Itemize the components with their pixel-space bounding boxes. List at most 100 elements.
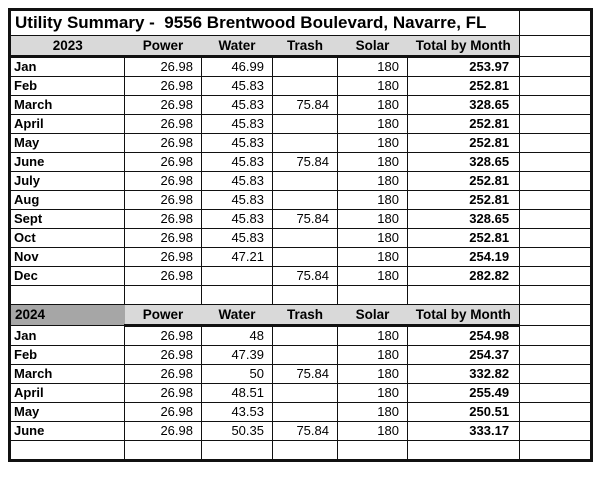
cell-solar[interactable]: 180 <box>337 364 408 384</box>
cell-power[interactable]: 26.98 <box>124 383 202 403</box>
cell-solar[interactable]: 180 <box>337 190 408 210</box>
cell-month[interactable]: March <box>9 95 125 115</box>
empty-cell[interactable] <box>519 228 593 248</box>
cell-power[interactable]: 26.98 <box>124 247 202 267</box>
empty-cell[interactable] <box>519 190 593 210</box>
cell-total[interactable]: 255.49 <box>406 383 521 403</box>
cell-water[interactable]: 45.83 <box>201 190 273 210</box>
cell-trash[interactable] <box>272 171 338 191</box>
col-header-trash[interactable]: Trash <box>272 35 338 58</box>
cell-solar[interactable]: 180 <box>337 266 408 286</box>
cell-total[interactable]: 250.51 <box>406 402 521 422</box>
empty-cell[interactable] <box>519 152 593 172</box>
cell-month[interactable]: Sept <box>9 209 125 229</box>
cell-solar[interactable]: 180 <box>337 95 408 115</box>
cell-trash[interactable] <box>272 114 338 134</box>
cell-total[interactable]: 254.98 <box>406 325 521 346</box>
cell-total[interactable]: 252.81 <box>406 171 521 191</box>
empty-cell[interactable] <box>9 440 125 461</box>
empty-cell[interactable] <box>406 440 521 461</box>
empty-cell[interactable] <box>519 9 593 36</box>
cell-month[interactable]: April <box>9 114 125 134</box>
empty-cell[interactable] <box>519 440 593 461</box>
cell-power[interactable]: 26.98 <box>124 228 202 248</box>
cell-power[interactable]: 26.98 <box>124 402 202 422</box>
cell-power[interactable]: 26.98 <box>124 190 202 210</box>
cell-total[interactable]: 332.82 <box>406 364 521 384</box>
cell-power[interactable]: 26.98 <box>124 152 202 172</box>
empty-cell[interactable] <box>519 76 593 96</box>
cell-water[interactable]: 45.83 <box>201 114 273 134</box>
empty-cell[interactable] <box>124 285 202 305</box>
cell-solar[interactable]: 180 <box>337 325 408 346</box>
empty-cell[interactable] <box>519 35 593 57</box>
cell-solar[interactable]: 180 <box>337 152 408 172</box>
cell-month[interactable]: Jan <box>9 56 125 77</box>
empty-cell[interactable] <box>201 285 273 305</box>
cell-month[interactable]: Nov <box>9 247 125 267</box>
cell-solar[interactable]: 180 <box>337 402 408 422</box>
cell-month[interactable]: Jan <box>9 325 125 346</box>
col-header-water[interactable]: Water <box>201 35 273 58</box>
cell-month[interactable]: Feb <box>9 76 125 96</box>
empty-cell[interactable] <box>406 285 521 305</box>
cell-total[interactable]: 333.17 <box>406 421 521 441</box>
empty-cell[interactable] <box>519 114 593 134</box>
cell-month[interactable]: Oct <box>9 228 125 248</box>
cell-trash[interactable] <box>272 190 338 210</box>
cell-trash[interactable] <box>272 133 338 153</box>
cell-power[interactable]: 26.98 <box>124 209 202 229</box>
cell-water[interactable]: 45.83 <box>201 171 273 191</box>
cell-power[interactable]: 26.98 <box>124 364 202 384</box>
cell-water[interactable] <box>201 266 273 286</box>
empty-cell[interactable] <box>519 171 593 191</box>
cell-power[interactable]: 26.98 <box>124 56 202 77</box>
cell-solar[interactable]: 180 <box>337 228 408 248</box>
cell-trash[interactable]: 75.84 <box>272 95 338 115</box>
cell-trash[interactable]: 75.84 <box>272 364 338 384</box>
cell-total[interactable]: 328.65 <box>406 95 521 115</box>
cell-water[interactable]: 50 <box>201 364 273 384</box>
cell-water[interactable]: 45.83 <box>201 209 273 229</box>
cell-trash[interactable] <box>272 345 338 365</box>
cell-water[interactable]: 45.83 <box>201 228 273 248</box>
cell-total[interactable]: 282.82 <box>406 266 521 286</box>
cell-total[interactable]: 253.97 <box>406 56 521 77</box>
cell-month[interactable]: June <box>9 152 125 172</box>
cell-month[interactable]: June <box>9 421 125 441</box>
empty-cell[interactable] <box>337 285 408 305</box>
col-header-trash[interactable]: Trash <box>272 304 338 327</box>
cell-total[interactable]: 328.65 <box>406 209 521 229</box>
empty-cell[interactable] <box>519 209 593 229</box>
cell-trash[interactable] <box>272 56 338 77</box>
cell-water[interactable]: 48 <box>201 325 273 346</box>
cell-water[interactable]: 45.83 <box>201 95 273 115</box>
empty-cell[interactable] <box>519 421 593 441</box>
cell-solar[interactable]: 180 <box>337 56 408 77</box>
empty-cell[interactable] <box>519 364 593 384</box>
cell-power[interactable]: 26.98 <box>124 325 202 346</box>
cell-month[interactable]: July <box>9 171 125 191</box>
col-header-solar[interactable]: Solar <box>337 304 408 327</box>
cell-water[interactable]: 45.83 <box>201 76 273 96</box>
empty-cell[interactable] <box>201 440 273 461</box>
cell-trash[interactable]: 75.84 <box>272 266 338 286</box>
cell-power[interactable]: 26.98 <box>124 345 202 365</box>
empty-cell[interactable] <box>519 95 593 115</box>
empty-cell[interactable] <box>9 285 125 305</box>
cell-month[interactable]: Dec <box>9 266 125 286</box>
cell-solar[interactable]: 180 <box>337 133 408 153</box>
cell-water[interactable]: 43.53 <box>201 402 273 422</box>
col-header-total-by-month[interactable]: Total by Month <box>407 35 521 58</box>
year-label[interactable]: 2024 <box>9 304 125 326</box>
col-header-power[interactable]: Power <box>124 35 202 58</box>
empty-cell[interactable] <box>519 266 593 286</box>
cell-power[interactable]: 26.98 <box>124 95 202 115</box>
col-header-solar[interactable]: Solar <box>337 35 408 58</box>
empty-cell[interactable] <box>519 345 593 365</box>
cell-power[interactable]: 26.98 <box>124 266 202 286</box>
empty-cell[interactable] <box>519 325 593 346</box>
cell-total[interactable]: 252.81 <box>406 76 521 96</box>
cell-month[interactable]: March <box>9 364 125 384</box>
cell-total[interactable]: 252.81 <box>406 190 521 210</box>
